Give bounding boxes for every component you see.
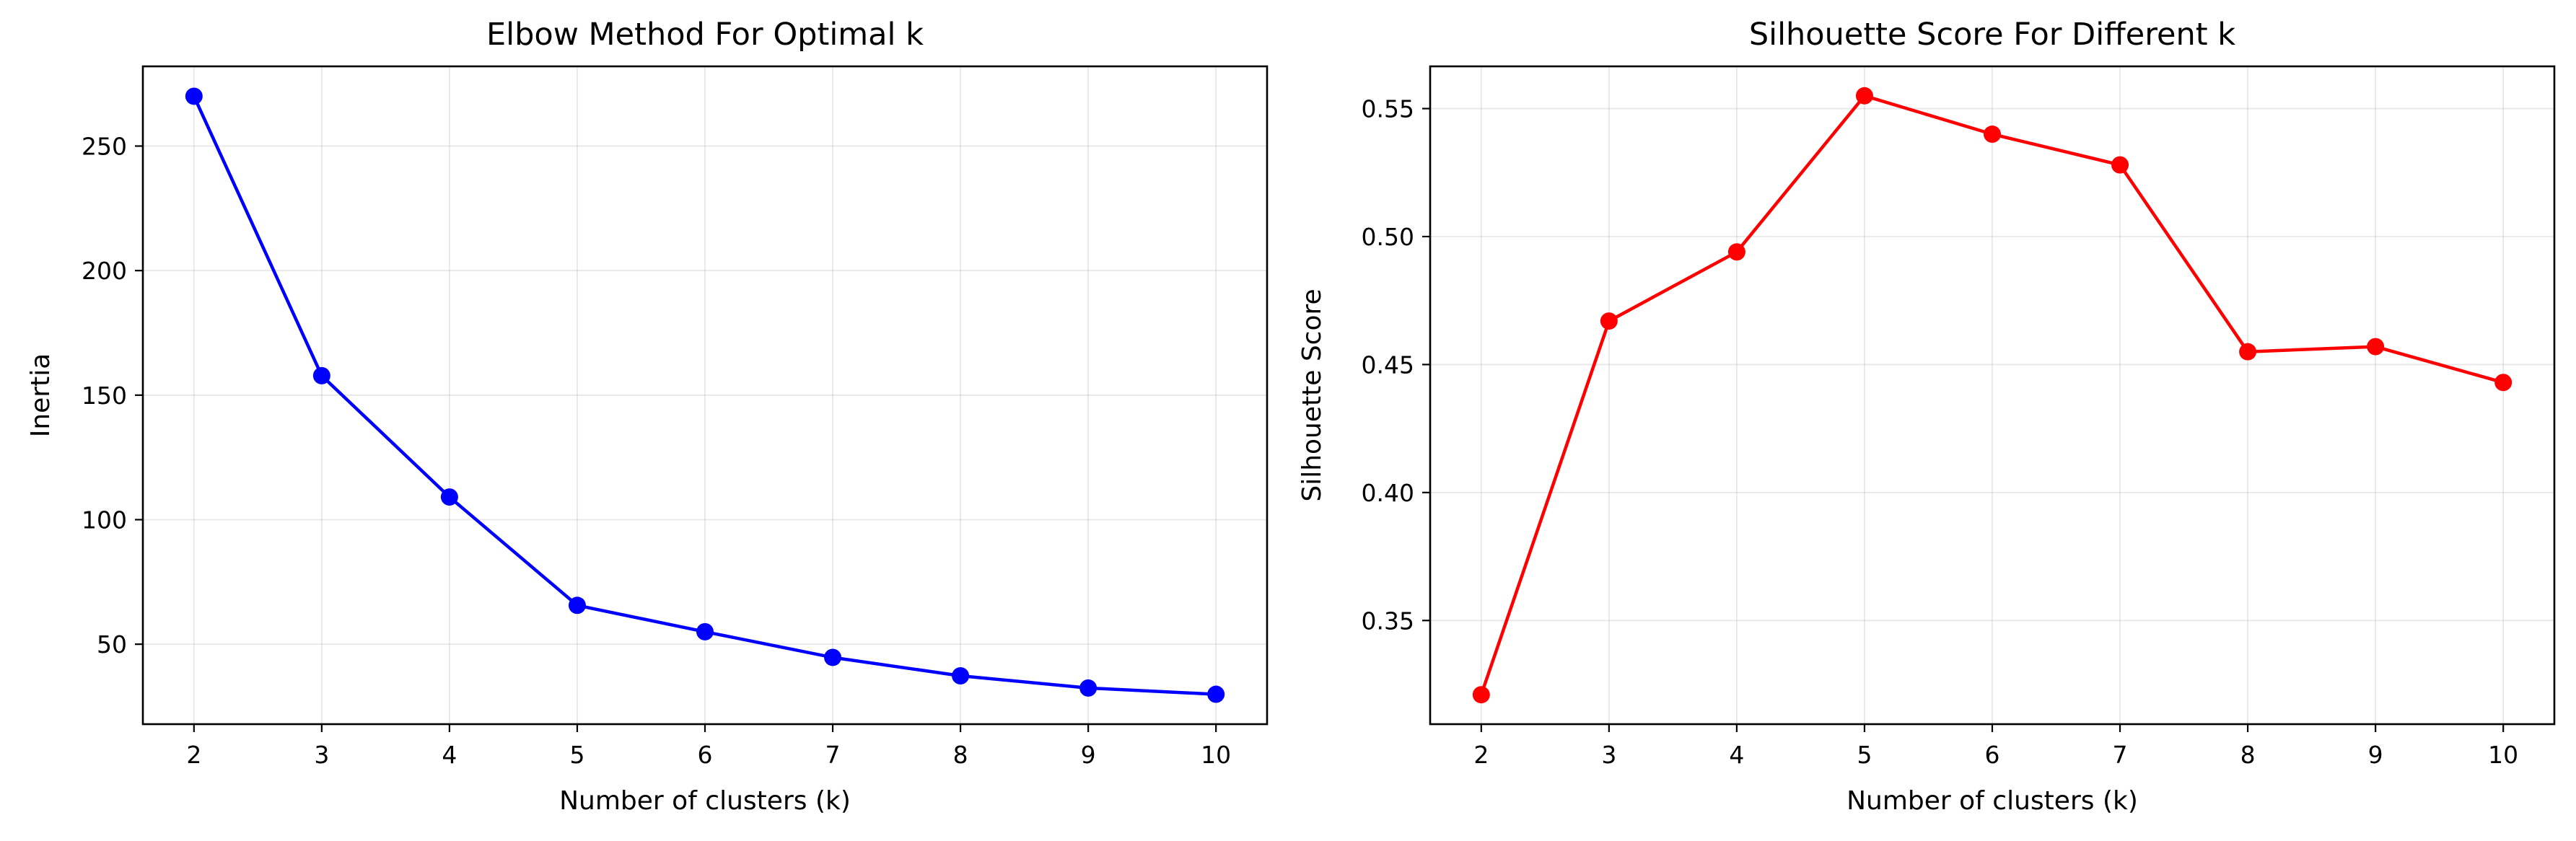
elbow-data-point bbox=[952, 667, 970, 685]
elbow-y-tick-label: 100 bbox=[82, 506, 127, 534]
silhouette-data-point bbox=[1727, 243, 1745, 261]
elbow-series bbox=[185, 87, 1225, 703]
silhouette-y-tick-label: 0.55 bbox=[1362, 95, 1414, 123]
elbow-chart-title: Elbow Method For Optimal k bbox=[486, 17, 924, 53]
elbow-x-tick-label: 3 bbox=[314, 741, 329, 769]
silhouette-x-tick-label: 8 bbox=[2240, 741, 2256, 769]
elbow-x-tick-label: 2 bbox=[186, 741, 201, 769]
elbow-x-ticks: 2 3 4 5 6 7 8 9 10 bbox=[186, 724, 1231, 769]
silhouette-data-point bbox=[2494, 374, 2513, 392]
silhouette-y-tick-label: 0.35 bbox=[1362, 607, 1414, 635]
elbow-grid bbox=[143, 66, 1267, 724]
silhouette-y-ticks: 0.35 0.40 0.45 0.50 0.55 bbox=[1362, 95, 1430, 635]
elbow-data-point bbox=[1079, 679, 1098, 697]
silhouette-grid bbox=[1430, 66, 2554, 724]
elbow-data-point bbox=[696, 622, 714, 640]
silhouette-data-point bbox=[1600, 312, 1618, 330]
silhouette-x-tick-label: 10 bbox=[2488, 741, 2518, 769]
silhouette-data-point bbox=[2111, 156, 2129, 174]
elbow-x-tick-label: 10 bbox=[1201, 741, 1231, 769]
silhouette-x-tick-label: 2 bbox=[1473, 741, 1489, 769]
silhouette-chart-title: Silhouette Score For Different k bbox=[1749, 17, 2235, 53]
silhouette-data-point bbox=[1984, 126, 2001, 144]
elbow-y-tick-label: 50 bbox=[97, 630, 127, 659]
silhouette-x-tick-label: 5 bbox=[1857, 741, 1872, 769]
silhouette-data-point bbox=[1472, 686, 1490, 704]
silhouette-x-tick-label: 9 bbox=[2368, 741, 2383, 769]
silhouette-y-tick-label: 0.50 bbox=[1362, 223, 1414, 251]
elbow-y-ticks: 50 100 150 200 250 bbox=[82, 133, 143, 659]
elbow-y-axis-label: Inertia bbox=[26, 353, 56, 438]
silhouette-y-tick-label: 0.45 bbox=[1362, 351, 1414, 379]
elbow-data-point bbox=[824, 648, 842, 666]
elbow-data-point bbox=[312, 366, 330, 384]
elbow-x-tick-label: 6 bbox=[698, 741, 713, 769]
elbow-x-tick-label: 4 bbox=[442, 741, 457, 769]
silhouette-x-axis-label: Number of clusters (k) bbox=[1846, 786, 2138, 816]
elbow-y-tick-label: 150 bbox=[82, 382, 127, 410]
elbow-x-axis-label: Number of clusters (k) bbox=[559, 786, 851, 816]
silhouette-x-tick-label: 4 bbox=[1729, 741, 1744, 769]
silhouette-x-tick-label: 3 bbox=[1601, 741, 1616, 769]
elbow-data-point bbox=[568, 596, 586, 615]
silhouette-series bbox=[1472, 87, 2513, 704]
silhouette-data-point bbox=[1855, 87, 1873, 105]
elbow-data-point bbox=[440, 488, 458, 506]
silhouette-data-point bbox=[2367, 338, 2385, 356]
silhouette-data-point bbox=[2239, 343, 2257, 361]
elbow-y-tick-label: 250 bbox=[82, 133, 127, 161]
elbow-data-point bbox=[1207, 685, 1225, 703]
elbow-x-tick-label: 8 bbox=[953, 741, 968, 769]
elbow-data-point bbox=[185, 87, 203, 105]
silhouette-x-ticks: 2 3 4 5 6 7 8 9 10 bbox=[1473, 724, 2518, 769]
silhouette-chart-panel: 2 3 4 5 6 7 8 9 10 0.35 0.40 0.45 0.50 0.55 Silhouet… bbox=[1297, 17, 2556, 816]
elbow-x-tick-label: 9 bbox=[1081, 741, 1096, 769]
silhouette-y-axis-label: Silhouette Score bbox=[1297, 289, 1327, 501]
elbow-x-tick-label: 5 bbox=[569, 741, 584, 769]
elbow-x-tick-label: 7 bbox=[825, 741, 841, 769]
silhouette-x-tick-label: 6 bbox=[1985, 741, 2000, 769]
elbow-y-tick-label: 200 bbox=[82, 257, 127, 285]
silhouette-y-tick-label: 0.40 bbox=[1362, 479, 1414, 507]
elbow-chart-panel: 2 3 4 5 6 7 8 9 10 50 100 150 200 250 Elbow Method F… bbox=[26, 17, 1269, 816]
silhouette-x-tick-label: 7 bbox=[2113, 741, 2128, 769]
